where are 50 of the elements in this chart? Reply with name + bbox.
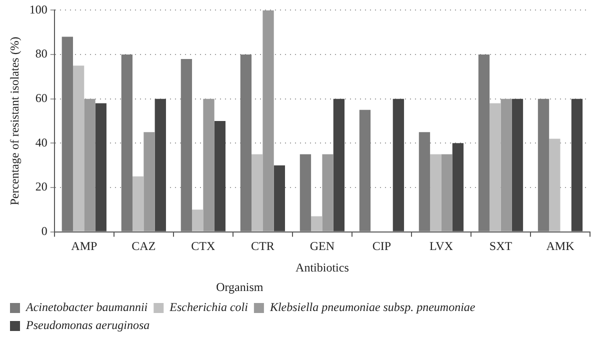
bar (154, 98, 166, 232)
y-tick-label: 40 (35, 135, 48, 150)
x-tick-label: CIP (372, 239, 392, 254)
bar (311, 216, 322, 232)
x-tick-label: CTX (191, 239, 216, 254)
bar (418, 132, 430, 232)
x-tick-label: AMK (546, 239, 575, 254)
bar (359, 110, 371, 232)
x-tick-label: CTR (251, 239, 274, 254)
x-tick-label: SXT (489, 239, 513, 254)
legend-label: Escherichia coli (168, 300, 248, 314)
bar (571, 98, 583, 232)
y-tick-label: 60 (35, 90, 48, 105)
bar (452, 143, 464, 232)
y-tick-label: 80 (35, 46, 48, 61)
bar (180, 58, 192, 232)
y-axis-title: Percentage of resistant isolates (%) (7, 36, 22, 206)
bar (72, 66, 84, 232)
bar (240, 54, 252, 232)
bar (121, 54, 133, 232)
legend-label: Klebsiella pneumoniae subsp. pneumoniae (268, 300, 476, 314)
bar (274, 165, 286, 232)
legend-label: Acinetobacter baumannii (25, 300, 148, 314)
bar (132, 176, 144, 232)
x-tick-label: AMP (71, 239, 98, 254)
x-tick-label: LVX (429, 239, 454, 254)
bar (538, 98, 550, 232)
bar (392, 98, 404, 232)
y-tick-label: 0 (41, 224, 48, 238)
bar (512, 98, 524, 232)
legend-title: Organism (216, 280, 264, 294)
bar (300, 154, 312, 232)
legend-label: Pseudomonas aeruginosa (25, 318, 150, 332)
bar (95, 103, 106, 232)
bar (478, 54, 490, 232)
bar (62, 36, 73, 232)
bar (333, 98, 345, 232)
bar (252, 154, 263, 232)
bar (144, 132, 155, 232)
x-tick-label: GEN (310, 239, 335, 254)
x-tick-label: CAZ (132, 239, 156, 254)
y-tick-label: 100 (29, 2, 48, 16)
y-tick-label: 20 (35, 180, 48, 194)
bar (441, 154, 452, 232)
bar (490, 103, 501, 232)
x-axis-title: Antibiotics (296, 260, 350, 275)
bar (192, 210, 204, 232)
bar (214, 121, 226, 232)
bar (549, 138, 560, 232)
bar (430, 154, 442, 232)
